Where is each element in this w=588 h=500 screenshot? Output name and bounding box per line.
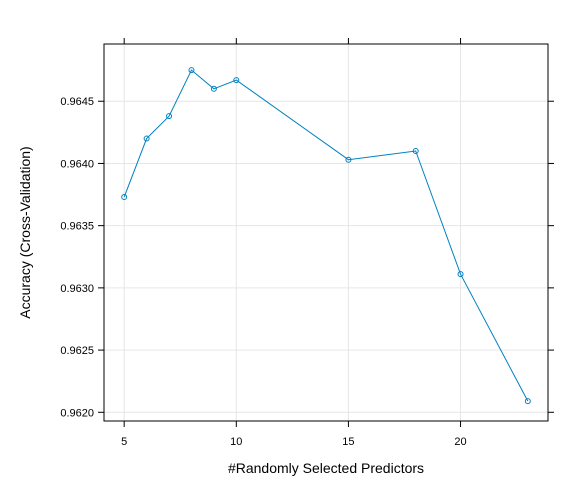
x-tick-label: 10 xyxy=(230,436,242,448)
data-point xyxy=(457,271,464,278)
series-line xyxy=(123,69,529,402)
y-tick-label: 0.9635 xyxy=(60,221,94,233)
x-tick-label: 15 xyxy=(342,436,354,448)
x-tick-label: 20 xyxy=(454,436,466,448)
y-tick-label: 0.9640 xyxy=(60,158,94,170)
data-point xyxy=(233,77,240,84)
plot-frame xyxy=(103,43,549,422)
data-point xyxy=(412,148,419,155)
y-tick-label: 0.9620 xyxy=(60,407,94,419)
grid xyxy=(104,44,548,421)
x-tick-label: 5 xyxy=(121,436,127,448)
series xyxy=(121,67,531,405)
data-point xyxy=(210,85,217,92)
data-point xyxy=(188,67,195,74)
x-axis-title: #Randomly Selected Predictors xyxy=(228,460,424,476)
y-tick-label: 0.9625 xyxy=(60,345,94,357)
y-tick-label: 0.9645 xyxy=(60,96,94,108)
x-axis: 5 10 15 20 xyxy=(121,38,467,448)
data-point xyxy=(166,113,173,120)
y-axis-title: Accuracy (Cross-Validation) xyxy=(17,146,33,318)
y-axis: 0.9620 0.9625 0.9630 0.9635 0.9640 0.9645 xyxy=(60,96,554,419)
y-tick-label: 0.9630 xyxy=(60,283,94,295)
data-point xyxy=(345,156,352,163)
data-point xyxy=(524,398,531,405)
data-point xyxy=(143,135,150,142)
data-point xyxy=(121,194,128,201)
